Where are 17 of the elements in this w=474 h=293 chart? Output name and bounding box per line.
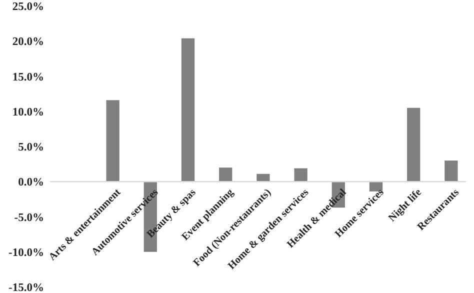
- bar: [106, 100, 120, 182]
- y-tick-label: 5.0%: [18, 142, 44, 154]
- bar: [369, 182, 383, 192]
- bar: [444, 160, 458, 182]
- y-tick-label: 0.0%: [18, 176, 44, 189]
- bar: [181, 38, 195, 182]
- y-tick-label: 10.0%: [12, 106, 44, 118]
- y-tick-label: 25.0%: [12, 1, 44, 14]
- y-tick-label: -10.0%: [8, 246, 44, 259]
- y-tick-label: -15.0%: [8, 282, 44, 293]
- y-tick-label: -5.0%: [14, 212, 44, 224]
- bar: [294, 168, 308, 182]
- bar: [219, 168, 232, 182]
- y-tick-label: 20.0%: [12, 36, 44, 48]
- y-tick-label: 15.0%: [12, 71, 44, 84]
- bar: [256, 174, 270, 182]
- bar: [407, 108, 420, 182]
